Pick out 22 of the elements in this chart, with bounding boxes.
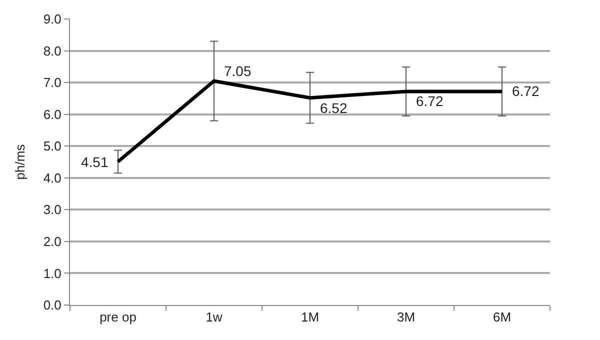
y-tick-label: 4.0 — [43, 170, 62, 186]
y-tick-label: 2.0 — [43, 234, 62, 249]
x-tick-label: pre op — [100, 310, 136, 325]
x-tick-label: 6M — [492, 310, 512, 325]
line-series — [116, 79, 504, 164]
x-tick-label: 3M — [396, 310, 416, 325]
y-tick-label: 3.0 — [43, 202, 62, 218]
data-label: 4.51 — [81, 154, 108, 170]
data-label: 6.72 — [512, 83, 540, 99]
y-tick-label: 1.0 — [43, 266, 62, 281]
y-axis-title: ph/ms — [12, 144, 28, 180]
x-tick-label: 1M — [300, 310, 320, 325]
data-label: 7.05 — [224, 63, 252, 79]
y-tick-label: 8.0 — [43, 43, 62, 58]
data-label: 6.52 — [320, 100, 348, 116]
y-tick-label: 6.0 — [43, 106, 62, 122]
y-tick-label: 5.0 — [43, 138, 62, 154]
x-tick-label: 1w — [206, 310, 223, 325]
y-tick-label: 9.0 — [43, 12, 62, 27]
data-label: 6.72 — [416, 93, 444, 109]
y-tick-label: 0.0 — [43, 298, 62, 313]
y-tick-label: 7.0 — [43, 75, 62, 90]
